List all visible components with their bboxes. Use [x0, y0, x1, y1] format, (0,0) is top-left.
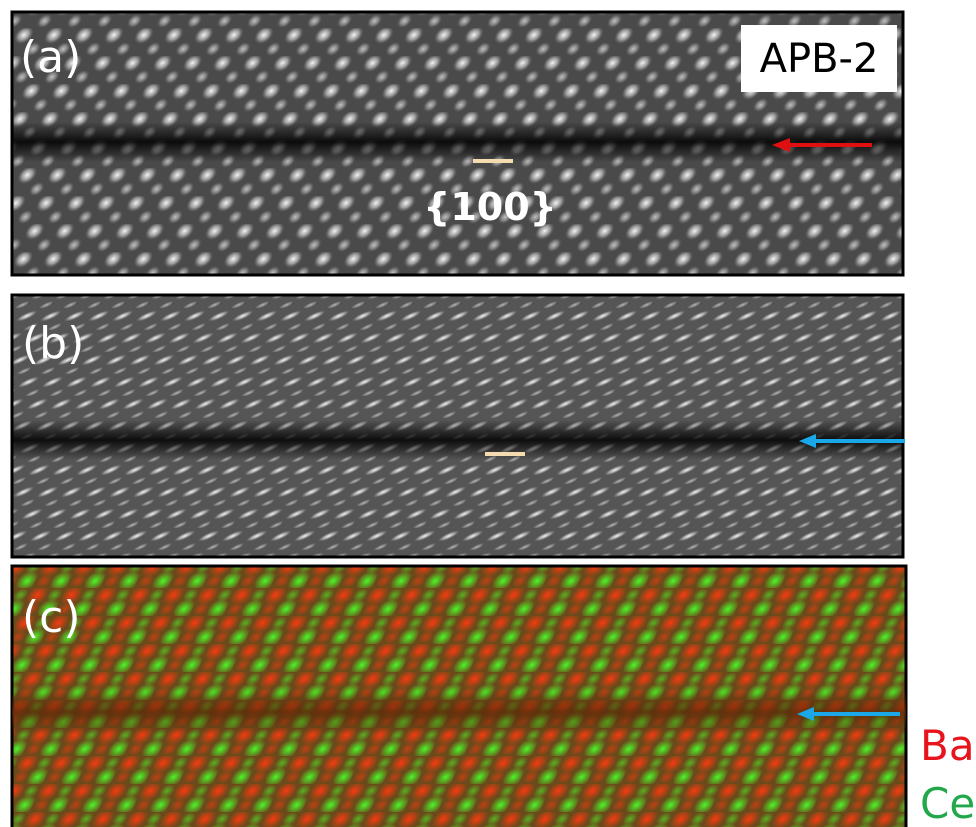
- figure: APB-2 (a) {100} (b) (c) Ba Ce: [0, 0, 976, 827]
- panel-label: (b): [22, 318, 84, 369]
- panel-a: APB-2 (a) {100}: [12, 12, 903, 275]
- boundary-band: [12, 420, 903, 460]
- panel-c: (c): [12, 566, 906, 827]
- legend-ba: Ba: [920, 721, 975, 770]
- panel-label: (c): [22, 592, 81, 643]
- panel-b: (b): [12, 295, 905, 557]
- boundary-band: [12, 690, 906, 734]
- panel-label: (a): [20, 32, 81, 83]
- boundary-band: [12, 122, 903, 162]
- legend-ce: Ce: [920, 779, 975, 827]
- panel-tag: APB-2: [760, 36, 879, 82]
- annotation: {100}: [423, 185, 556, 229]
- page: APB-2 (a) {100} (b) (c) Ba Ce (() => { c…: [0, 0, 976, 827]
